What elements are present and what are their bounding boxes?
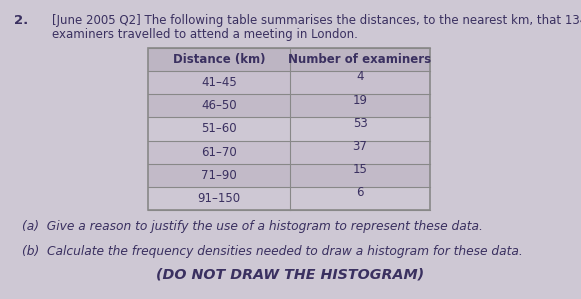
Text: [June 2005 Q2] The following table summarises the distances, to the nearest km, : [June 2005 Q2] The following table summa… — [52, 14, 581, 27]
Text: (a)  Give a reason to justify the use of a histogram to represent these data.: (a) Give a reason to justify the use of … — [22, 220, 483, 233]
Text: (b)  Calculate the frequency densities needed to draw a histogram for these data: (b) Calculate the frequency densities ne… — [22, 245, 523, 258]
Bar — [148, 141, 430, 164]
Text: 19: 19 — [353, 94, 368, 106]
Bar — [148, 118, 430, 141]
Text: 61–70: 61–70 — [201, 146, 237, 159]
Text: examiners travelled to attend a meeting in London.: examiners travelled to attend a meeting … — [52, 28, 358, 41]
Text: 37: 37 — [353, 140, 367, 153]
Text: 91–150: 91–150 — [198, 192, 241, 205]
Bar — [148, 48, 430, 71]
Text: Distance (km): Distance (km) — [173, 53, 266, 66]
Text: 2.: 2. — [14, 14, 28, 27]
Text: 15: 15 — [353, 163, 367, 176]
Bar — [148, 94, 430, 118]
Text: Number of examiners: Number of examiners — [288, 53, 432, 66]
Bar — [148, 71, 430, 94]
Text: 6: 6 — [356, 186, 364, 199]
Text: 51–60: 51–60 — [201, 123, 237, 135]
Text: 41–45: 41–45 — [201, 76, 237, 89]
Bar — [148, 187, 430, 210]
Text: (DO NOT DRAW THE HISTOGRAM): (DO NOT DRAW THE HISTOGRAM) — [156, 268, 424, 282]
Text: 4: 4 — [356, 71, 364, 83]
Text: 53: 53 — [353, 117, 367, 130]
Bar — [148, 164, 430, 187]
Text: 71–90: 71–90 — [201, 169, 237, 182]
Text: 46–50: 46–50 — [201, 99, 237, 112]
Bar — [148, 48, 430, 210]
